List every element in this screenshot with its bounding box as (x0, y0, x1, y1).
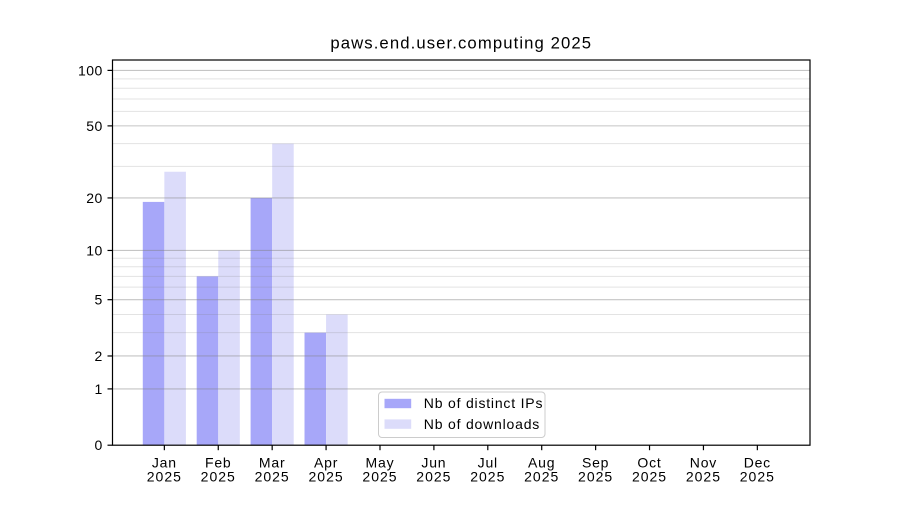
svg-text:Oct: Oct (637, 454, 661, 470)
svg-text:2025: 2025 (578, 468, 613, 484)
svg-text:Aug: Aug (528, 454, 555, 470)
svg-text:Sep: Sep (582, 454, 609, 470)
svg-text:2025: 2025 (362, 468, 397, 484)
svg-text:100: 100 (78, 62, 103, 78)
svg-text:Nb of downloads: Nb of downloads (424, 416, 540, 432)
svg-text:2: 2 (95, 348, 103, 364)
svg-text:May: May (366, 454, 395, 470)
svg-text:Jun: Jun (421, 454, 446, 470)
svg-text:2025: 2025 (255, 468, 290, 484)
svg-text:50: 50 (86, 118, 103, 134)
svg-text:Feb: Feb (205, 454, 232, 470)
svg-text:Nb of distinct IPs: Nb of distinct IPs (424, 395, 543, 411)
svg-text:5: 5 (95, 292, 103, 308)
svg-text:2025: 2025 (201, 468, 236, 484)
svg-text:1: 1 (95, 381, 103, 397)
svg-text:2025: 2025 (632, 468, 667, 484)
svg-text:Nov: Nov (690, 454, 717, 470)
svg-text:Dec: Dec (744, 454, 771, 470)
svg-text:Jan: Jan (152, 454, 177, 470)
svg-text:Apr: Apr (314, 454, 338, 470)
svg-text:paws.end.user.computing 2025: paws.end.user.computing 2025 (330, 34, 592, 53)
svg-text:2025: 2025 (740, 468, 775, 484)
svg-text:Mar: Mar (259, 454, 286, 470)
svg-text:2025: 2025 (686, 468, 721, 484)
svg-text:2025: 2025 (309, 468, 344, 484)
svg-text:0: 0 (95, 437, 103, 453)
svg-text:10: 10 (86, 242, 103, 258)
svg-text:2025: 2025 (147, 468, 182, 484)
svg-text:2025: 2025 (470, 468, 505, 484)
svg-text:2025: 2025 (416, 468, 451, 484)
svg-text:2025: 2025 (524, 468, 559, 484)
svg-text:20: 20 (86, 190, 103, 206)
svg-text:Jul: Jul (478, 454, 498, 470)
